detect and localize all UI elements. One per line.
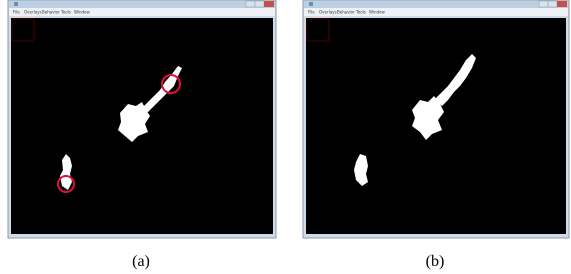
menu-item[interactable]: Overlays [319, 10, 337, 15]
window-button[interactable] [539, 1, 548, 7]
app-icon [309, 2, 313, 6]
caption: (a) [132, 253, 150, 270]
menu-item[interactable]: Window [74, 10, 91, 15]
menu-item[interactable]: Tools [60, 10, 71, 15]
window-button[interactable] [548, 1, 557, 7]
app-icon [14, 2, 18, 6]
menu-item[interactable]: Overlays [24, 10, 42, 15]
title-bar [304, 1, 568, 8]
close-button[interactable] [264, 1, 274, 7]
close-button[interactable] [557, 1, 567, 7]
window-b: File Overlays Behavior Tools Window [303, 0, 569, 238]
menu-item[interactable]: Behavior [42, 10, 60, 15]
menu-item[interactable]: Window [369, 10, 386, 15]
page: File Overlays Behavior Tools Window File… [0, 0, 571, 274]
menu-item[interactable]: File [308, 10, 315, 15]
caption: (b) [426, 253, 445, 270]
menu-item[interactable]: File [13, 10, 20, 15]
window-button[interactable] [255, 1, 264, 7]
title-bar [9, 1, 275, 8]
window-a: File Overlays Behavior Tools Window [8, 0, 276, 238]
menu-item[interactable]: Behavior [337, 10, 355, 15]
menu-item[interactable]: Tools [355, 10, 366, 15]
figure: File Overlays Behavior Tools Window File… [0, 0, 571, 274]
window-button[interactable] [246, 1, 255, 7]
